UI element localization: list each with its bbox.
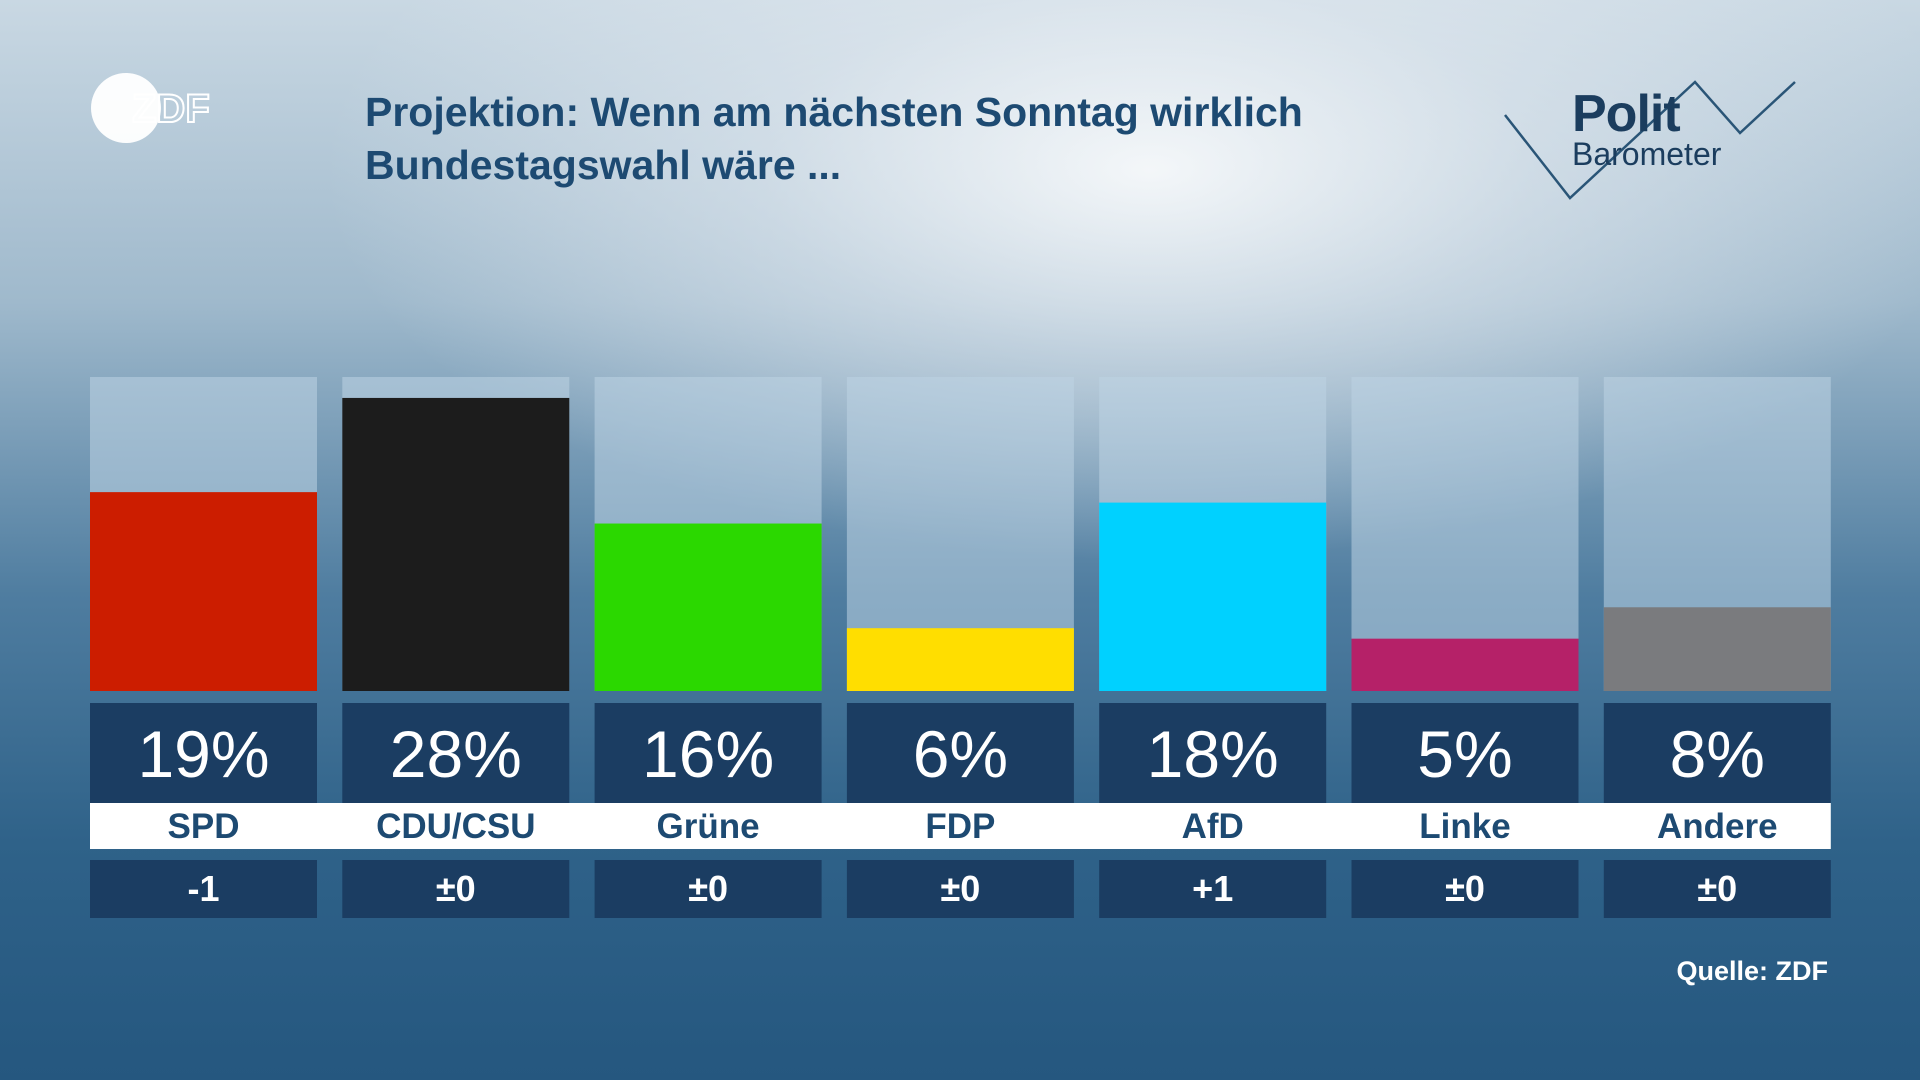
change-box xyxy=(1099,860,1327,918)
category-label: Linke xyxy=(1419,807,1510,846)
bar xyxy=(1351,638,1579,691)
category-label: Andere xyxy=(1657,807,1778,846)
value-box xyxy=(1603,703,1831,803)
change-label: ±0 xyxy=(436,868,476,909)
change-box xyxy=(90,860,317,918)
source-label: Quelle: ZDF xyxy=(1676,956,1828,986)
change-box xyxy=(342,860,570,918)
category-label: Grüne xyxy=(657,807,760,846)
category-label: SPD xyxy=(168,807,240,846)
change-box xyxy=(846,860,1074,918)
data-label: 6% xyxy=(913,717,1008,791)
change-label: ±0 xyxy=(1445,868,1485,909)
change-box xyxy=(594,860,822,918)
brand-word-barometer: Barometer xyxy=(1572,136,1722,172)
data-label: 18% xyxy=(1147,717,1279,791)
brand-word-polit: Polit xyxy=(1572,85,1681,143)
category-label: FDP xyxy=(925,807,995,846)
change-label: -1 xyxy=(187,868,219,909)
data-label: 5% xyxy=(1417,717,1512,791)
change-label: ±0 xyxy=(941,868,981,909)
bar xyxy=(1603,607,1831,691)
change-label: ±0 xyxy=(688,868,728,909)
data-label: 19% xyxy=(137,717,269,791)
bar xyxy=(594,523,822,691)
change-box xyxy=(1603,860,1831,918)
change-label: +1 xyxy=(1192,868,1233,909)
change-label: ±0 xyxy=(1697,868,1737,909)
category-label-band xyxy=(90,803,1831,849)
bar xyxy=(342,397,570,691)
category-label: CDU/CSU xyxy=(376,807,535,846)
value-box xyxy=(1351,703,1579,803)
data-label: 8% xyxy=(1670,717,1765,791)
bar xyxy=(90,492,317,691)
data-label: 16% xyxy=(642,717,774,791)
value-box xyxy=(846,703,1074,803)
politbarometer-zigzag-icon xyxy=(1504,80,1796,200)
value-box xyxy=(342,703,570,803)
value-box xyxy=(594,703,822,803)
page-title: Projektion: Wenn am nächsten Sonntag wir… xyxy=(365,86,1465,192)
bar xyxy=(846,628,1074,691)
change-box xyxy=(1351,860,1579,918)
title-line-2: Bundestagswahl wäre ... xyxy=(365,142,842,188)
zdf-logo-text: ZDF xyxy=(132,87,210,131)
category-label: AfD xyxy=(1182,807,1244,846)
bar xyxy=(1099,502,1327,691)
title-line-1: Projektion: Wenn am nächsten Sonntag wir… xyxy=(365,89,1303,135)
value-box xyxy=(90,703,317,803)
zdf-logo-icon: ZDF xyxy=(91,73,211,143)
data-label: 28% xyxy=(390,717,522,791)
value-box xyxy=(1099,703,1327,803)
